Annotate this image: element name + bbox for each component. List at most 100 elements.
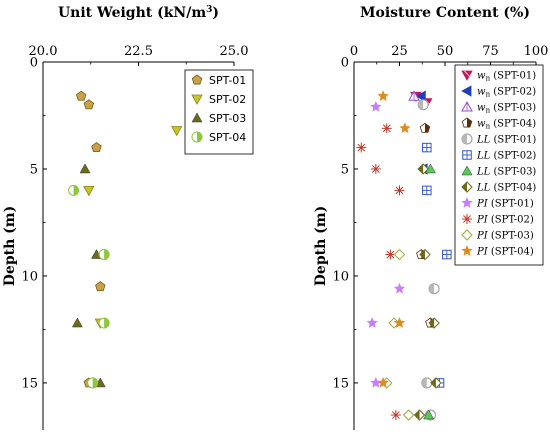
legend-marker [462,214,472,224]
marker-spoke [391,411,400,419]
data-point [402,409,415,421]
data-point [422,185,432,196]
legend-label: SPT-01 [209,74,246,87]
y-tick-label: 10 [332,269,349,284]
marker-shape [393,248,406,261]
marker-fill [429,318,435,329]
data-point [377,376,389,388]
legend-label-main: w [477,87,486,98]
x-tick-label: 75 [482,44,499,59]
data-point [370,163,381,174]
marker-fill [430,377,436,388]
x-tick-label: 25 [391,44,408,59]
legend-label: PI (SPT-03) [476,231,534,242]
marker-shape [191,94,203,105]
y-tick-label: 10 [21,269,38,284]
marker-fill [418,163,424,174]
y-tick-label: 5 [30,162,38,177]
data-point [428,283,440,295]
data-point [75,90,87,101]
data-point [417,99,429,111]
marker-cross [464,70,470,77]
legend-label-main: LL [476,167,491,178]
legend-label: PI (SPT-04) [476,247,534,258]
marker-shape [191,74,203,85]
marker-spoke [463,215,471,223]
legend-label-main: PI [476,247,489,258]
data-point [385,249,396,260]
data-point [68,184,80,196]
x-tick-label: 20.0 [29,44,58,59]
data-point [171,126,183,137]
y-tick-label: 0 [30,56,38,71]
legend-marker [191,131,203,143]
title-end: ) [212,5,219,21]
data-point [377,90,389,102]
data-point [419,248,431,261]
data-point [442,249,452,260]
data-point [98,317,110,329]
legend-marker [191,74,203,85]
legend-label-site: (SPT-04) [488,247,534,258]
marker-shape [461,85,472,97]
data-point [98,249,110,261]
marker-shape [393,316,406,328]
data-point [79,163,91,174]
data-point [408,90,420,101]
legend-label-site: (SPT-03) [490,167,536,178]
legend-marker [191,112,203,123]
title-text: Moisture Content (%) [360,5,530,21]
title-text: Unit Weight (kN/m [58,5,206,21]
x-tick-label: 0 [350,44,358,59]
marker-shape [461,244,473,256]
x-tick-label: 50 [437,44,454,59]
legend-label: wn (SPT-04) [477,119,536,131]
x-tick-label: 25.0 [220,44,249,59]
legend-label: wn (SPT-01) [477,71,536,83]
marker-fill [424,123,430,133]
marker-fill [104,318,110,329]
legend-label: SPT-03 [209,112,246,125]
data-point [83,99,95,110]
legend-label-main: PI [476,231,489,242]
marker-shape [71,317,83,328]
legend-marker [461,196,473,208]
marker-spoke [357,143,366,152]
marker-shape [393,282,406,294]
legend-label-site: (SPT-02) [490,87,536,98]
marker-fill [197,132,202,142]
data-point [393,248,406,261]
legend-label-site: (SPT-04) [490,119,536,130]
legend-label-site: (SPT-04) [490,183,536,194]
legend-marker [461,100,473,112]
marker-spoke [386,250,395,259]
marker-shape [91,142,102,153]
legend-label: wn (SPT-02) [477,87,536,99]
data-point [91,142,102,153]
marker-shape [366,316,378,328]
data-point [393,282,406,294]
legend-label-main: LL [476,151,491,162]
legend-label-sub: n [486,107,491,115]
data-point [95,281,106,292]
marker-fill [462,182,467,192]
marker-shape [171,126,183,137]
data-point [71,317,83,328]
data-point [417,163,429,175]
marker-fill [73,185,79,196]
y-tick-label: 5 [341,162,349,177]
data-point [422,142,432,153]
legend-label-main: LL [476,183,491,194]
marker-fill [467,118,472,127]
data-point [430,377,442,389]
legend-box [454,64,544,266]
marker-shape [191,112,203,123]
legend-label-main: w [477,119,486,130]
marker-fill [462,134,467,144]
legend-label: PI (SPT-01) [476,199,534,210]
y-axis-label: Depth (m) [2,206,18,286]
legend-label-site: (SPT-02) [490,151,536,162]
legend-label: LL (SPT-01) [476,135,536,146]
marker-spoke [395,186,404,195]
